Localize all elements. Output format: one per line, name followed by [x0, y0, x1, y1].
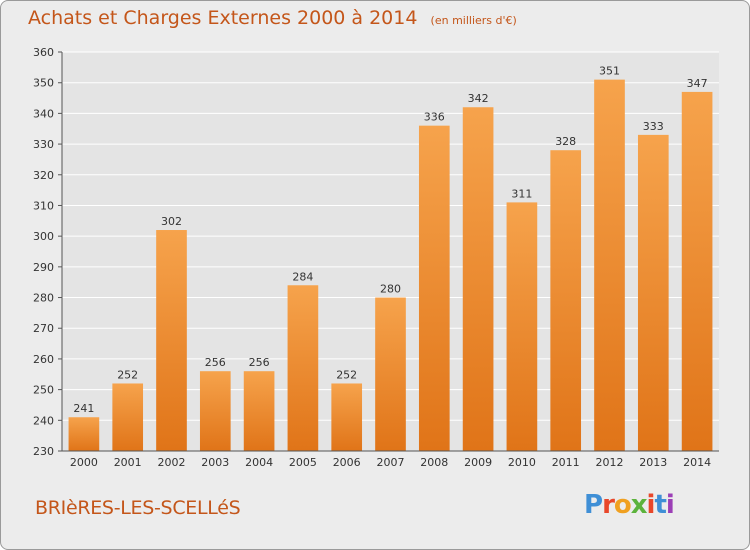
x-tick-label: 2013 [639, 456, 667, 469]
bar-2000 [68, 417, 100, 451]
x-tick-label: 2007 [377, 456, 405, 469]
y-tick-label: 250 [33, 384, 54, 397]
x-tick-label: 2004 [245, 456, 273, 469]
proxiti-logo: Proxiti [584, 490, 675, 520]
x-tick-label: 2005 [289, 456, 317, 469]
y-tick-label: 260 [33, 353, 54, 366]
data-label: 241 [73, 402, 94, 415]
x-tick-label: 2014 [683, 456, 711, 469]
bar-2006 [331, 383, 363, 451]
data-label: 311 [511, 187, 532, 200]
y-tick-label: 310 [33, 199, 54, 212]
title-row: Achats et Charges Externes 2000 à 2014 (… [28, 7, 517, 29]
logo-letter: x [630, 490, 648, 520]
data-label: 347 [687, 77, 708, 90]
bar-2001 [112, 383, 144, 451]
data-label: 280 [380, 283, 401, 296]
data-label: 252 [336, 368, 357, 381]
data-label: 302 [161, 215, 182, 228]
bar-2005 [287, 285, 319, 451]
data-label: 336 [424, 111, 445, 124]
y-tick-label: 360 [33, 46, 54, 59]
logo-letter: r [602, 490, 615, 520]
y-tick-label: 320 [33, 169, 54, 182]
data-label: 328 [555, 135, 576, 148]
data-label: 342 [468, 92, 489, 105]
data-label: 256 [205, 356, 226, 369]
bar-2003 [199, 371, 231, 451]
chart-subtitle: (en milliers d'€) [430, 14, 517, 27]
y-tick-label: 350 [33, 77, 54, 90]
logo-letter: o [613, 490, 632, 520]
data-label: 252 [117, 368, 138, 381]
commune-name: BRIèRES-LES-SCELLéS [35, 497, 241, 519]
logo-letter: i [665, 490, 675, 520]
data-label: 284 [292, 270, 313, 283]
y-tick-label: 340 [33, 107, 54, 120]
bar-2013 [637, 134, 669, 451]
bar-2008 [418, 125, 450, 452]
bar-2014 [681, 91, 713, 452]
y-tick-label: 230 [33, 445, 54, 458]
y-tick-label: 240 [33, 414, 54, 427]
x-tick-label: 2011 [552, 456, 580, 469]
bar-2010 [506, 202, 538, 451]
data-label: 351 [599, 65, 620, 78]
y-tick-label: 300 [33, 230, 54, 243]
logo-letter: P [584, 490, 603, 520]
x-tick-label: 2001 [114, 456, 142, 469]
x-tick-label: 2012 [596, 456, 624, 469]
data-label: 256 [249, 356, 270, 369]
bar-2004 [243, 371, 275, 451]
x-tick-label: 2010 [508, 456, 536, 469]
logo-letter: i [646, 490, 656, 520]
bar-2002 [156, 230, 187, 451]
x-tick-label: 2006 [333, 456, 361, 469]
chart-title: Achats et Charges Externes 2000 à 2014 [28, 7, 418, 29]
y-tick-label: 280 [33, 292, 54, 305]
data-label: 333 [643, 120, 664, 133]
bar-2012 [594, 79, 625, 451]
x-tick-label: 2009 [464, 456, 492, 469]
y-tick-label: 330 [33, 138, 54, 151]
bar-2009 [462, 107, 494, 451]
logo-letter: t [654, 490, 666, 520]
x-tick-label: 2008 [420, 456, 448, 469]
x-tick-label: 2000 [70, 456, 98, 469]
y-tick-label: 270 [33, 322, 54, 335]
bar-2011 [550, 150, 582, 451]
y-tick-label: 290 [33, 261, 54, 274]
x-tick-label: 2003 [201, 456, 229, 469]
x-tick-label: 2002 [158, 456, 186, 469]
bar-2007 [375, 297, 406, 451]
